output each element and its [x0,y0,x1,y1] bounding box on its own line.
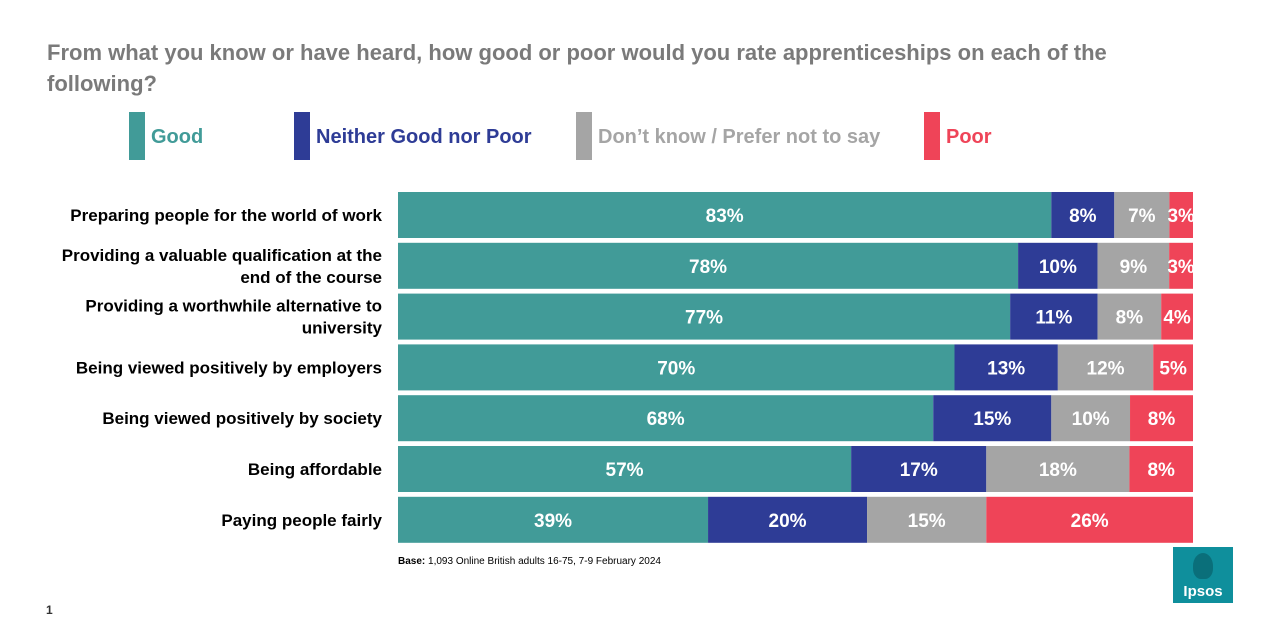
data-label: 13% [987,358,1025,379]
data-label: 11% [1035,308,1072,329]
data-label: 26% [1071,511,1109,532]
logo-head-icon [1193,553,1213,579]
data-label: 18% [1039,460,1077,481]
data-label: 57% [606,460,644,481]
bar-segment [398,192,1052,238]
legend-swatch [129,112,145,160]
legend-swatch [576,112,592,160]
bar-segment [1097,293,1162,340]
data-label: 8% [1116,308,1144,329]
base-text: 1,093 Online British adults 16-75, 7-9 F… [428,556,661,567]
bar-segment [1114,192,1170,238]
data-label: 17% [900,460,938,481]
base-label: Base: [398,556,426,567]
category-label: Being affordable [248,460,382,479]
bar-segment [1057,344,1154,391]
bar-segment [398,496,709,543]
legend-swatch [924,112,940,160]
legend-label: Neither Good nor Poor [316,126,532,148]
page-number: 1 [46,603,53,617]
data-label: 8% [1148,409,1176,430]
data-label: 77% [685,308,723,329]
data-label: 8% [1147,460,1175,481]
bar-segment [1129,446,1193,492]
bar-segment [1010,293,1098,340]
data-label: 3% [1167,206,1195,227]
bar-segment [1153,344,1193,391]
bar-segment [398,395,934,442]
bar-segment [851,446,987,492]
data-label: 68% [647,409,685,430]
data-label: 83% [706,206,744,227]
category-label: Being viewed positively by employers [76,358,382,377]
category-label: Providing a worthwhile alternative to uni… [85,297,382,338]
data-label: 78% [689,257,727,278]
bar-segment [1051,192,1115,238]
data-label: 12% [1087,358,1125,379]
legend-swatch [294,112,310,160]
data-label: 15% [973,409,1011,430]
data-label: 3% [1167,257,1195,278]
bar-segment [398,446,852,492]
data-label: 15% [908,511,946,532]
bar-segment [708,496,868,543]
logo-text: Ipsos [1183,583,1223,600]
data-label: 5% [1159,358,1187,379]
bar-segment [986,496,1193,543]
bar-segment [398,293,1011,340]
category-label: Providing a valuable qualification at th… [62,246,382,287]
data-label: 10% [1072,409,1110,430]
bar-segment [1130,395,1193,442]
bar-segment [1018,242,1098,289]
data-label: 20% [769,511,807,532]
bar-segment [1097,242,1170,289]
bar-segment [398,242,1019,289]
bar-segment [1169,242,1193,289]
legend-label: Poor [946,126,992,148]
data-label: 10% [1039,257,1077,278]
data-label: 9% [1120,257,1148,278]
legend-label: Don’t know / Prefer not to say [598,126,881,148]
bar-segment [1169,192,1193,238]
chart-title: From what you know or have heard, how go… [47,40,1107,96]
category-label: Being viewed positively by society [102,409,382,428]
data-label: 70% [657,358,695,379]
ipsos-logo: Ipsos [1173,547,1233,603]
legend-label: Good [151,126,204,148]
data-label: 8% [1069,206,1097,227]
bar-segment [933,395,1052,442]
bar-segment [1051,395,1131,442]
bar-segment [1161,293,1193,340]
category-label: Paying people fairly [221,511,382,530]
bar-segment [867,496,987,543]
data-label: 39% [534,511,572,532]
data-label: 4% [1163,308,1191,329]
bar-segment [398,344,955,391]
category-label: Preparing people for the world of work [70,206,382,225]
legend: Good Neither Good nor Poor Don’t know / Pr… [0,112,1280,160]
bar-segment [986,446,1130,492]
data-label: 7% [1128,206,1156,227]
base-footnote: Base: 1,093 Online British adults 16-75,… [398,556,661,567]
bar-segment [954,344,1058,391]
